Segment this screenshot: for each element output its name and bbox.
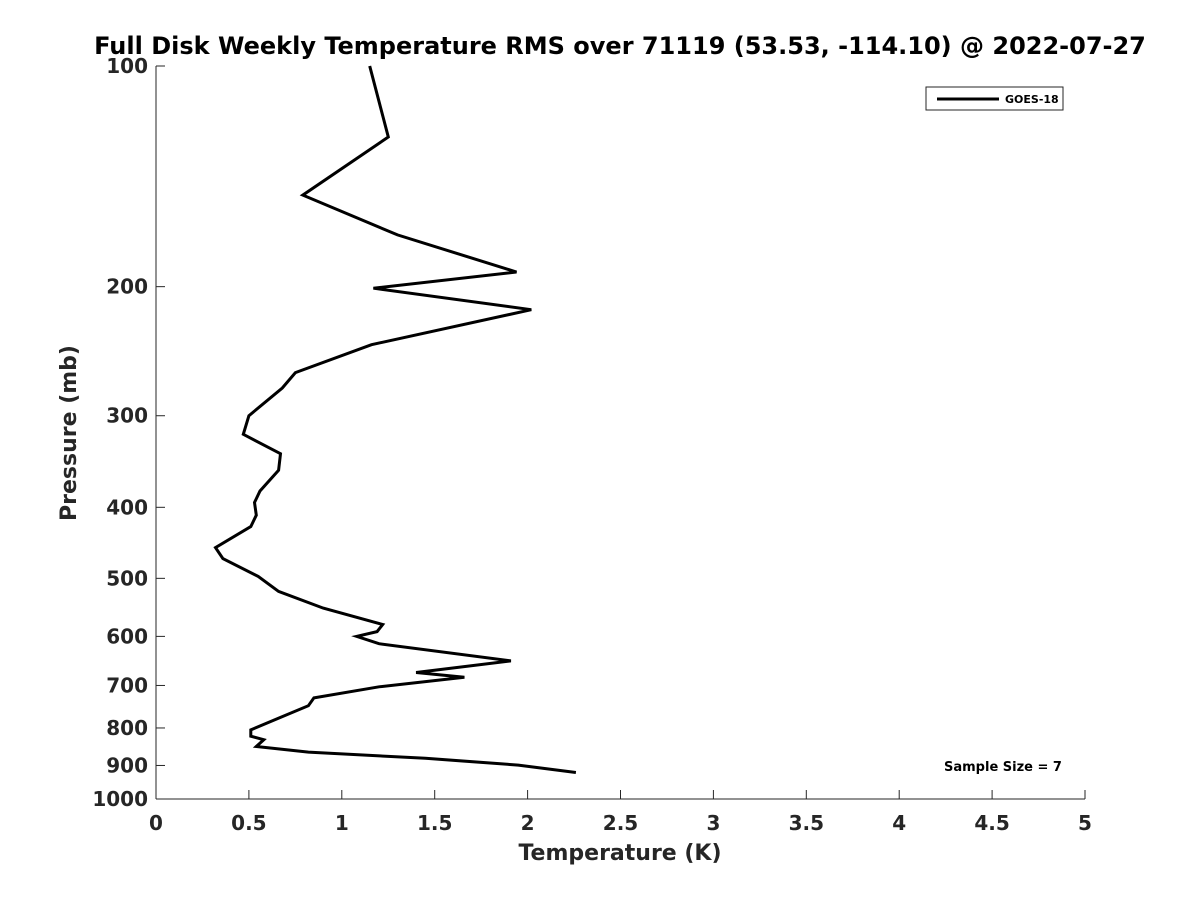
y-tick-label: 300 [106, 404, 148, 428]
x-tick-label: 5 [1078, 811, 1092, 835]
x-tick-label: 1.5 [417, 811, 452, 835]
y-tick-label: 100 [106, 54, 148, 78]
sample-size-annotation: Sample Size = 7 [944, 760, 1062, 775]
x-axis-ticks: 0 0.5 1 1.5 2 2.5 3 3.5 4 4.5 5 [149, 790, 1092, 835]
chart-title: Full Disk Weekly Temperature RMS over 71… [94, 32, 1146, 60]
x-tick-label: 3.5 [789, 811, 824, 835]
x-tick-label: 2.5 [603, 811, 638, 835]
y-tick-label: 700 [106, 673, 148, 697]
x-tick-label: 1 [335, 811, 349, 835]
y-axis-label: Pressure (mb) [57, 345, 82, 521]
legend-label: GOES-18 [1005, 93, 1059, 106]
x-tick-label: 0.5 [231, 811, 266, 835]
series-line-goes-18 [213, 65, 577, 774]
x-axis-label: Temperature (K) [518, 841, 721, 866]
legend: GOES-18 [925, 86, 1064, 111]
y-tick-label: 800 [106, 716, 148, 740]
y-tick-label: 1000 [92, 787, 148, 811]
y-tick-label: 900 [106, 753, 148, 777]
x-tick-label: 0 [149, 811, 163, 835]
y-tick-label: 400 [106, 495, 148, 519]
y-tick-label: 200 [106, 275, 148, 299]
x-tick-label: 2 [521, 811, 535, 835]
y-tick-label: 500 [106, 566, 148, 590]
x-tick-label: 3 [706, 811, 720, 835]
x-tick-label: 4.5 [974, 811, 1009, 835]
y-tick-label: 600 [106, 624, 148, 648]
y-axis-ticks: 100 200 300 400 500 600 700 800 900 1000 [92, 54, 165, 811]
x-tick-label: 4 [892, 811, 906, 835]
series-group [213, 65, 577, 774]
axes [155, 66, 1085, 800]
